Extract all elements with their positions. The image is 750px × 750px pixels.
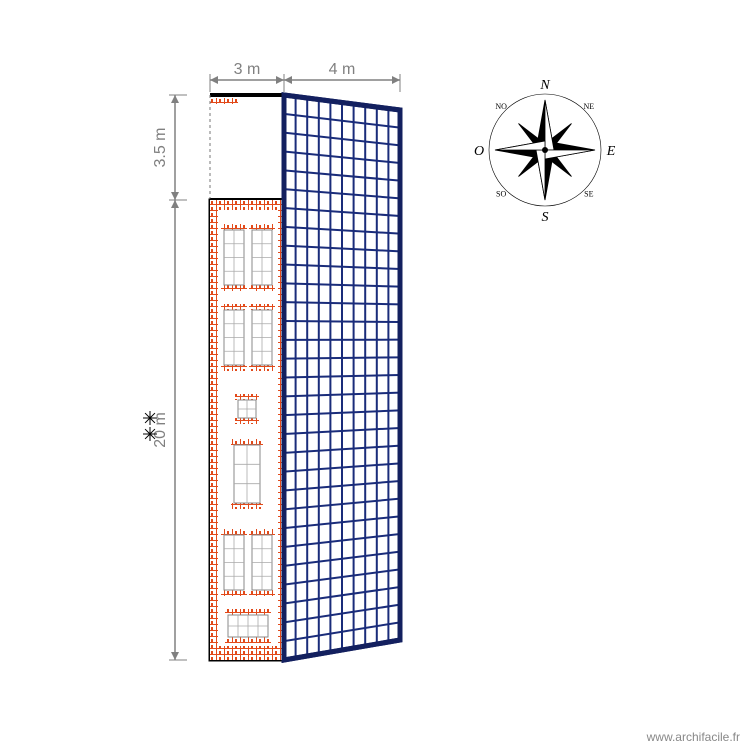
- watermark-link[interactable]: www.archifacile.fr: [647, 730, 740, 744]
- svg-text:3.5 m: 3.5 m: [152, 127, 169, 167]
- window: [221, 304, 247, 371]
- svg-text:NE: NE: [584, 102, 595, 111]
- window: [249, 529, 275, 596]
- dimension: 20 m: [152, 200, 187, 660]
- window: [249, 304, 275, 371]
- svg-text:SE: SE: [584, 190, 593, 199]
- light-icon: [143, 411, 157, 425]
- dimension: 3 m: [210, 61, 284, 92]
- annex-room: [210, 95, 284, 200]
- svg-text:S: S: [542, 210, 549, 225]
- window: [225, 609, 271, 643]
- window: [221, 529, 247, 596]
- window: [231, 439, 263, 509]
- svg-text:O: O: [474, 144, 484, 159]
- svg-text:3 m: 3 m: [234, 61, 261, 78]
- compass-rose: NESONESESONO: [474, 78, 616, 225]
- window: [235, 394, 259, 424]
- building-facade: [210, 200, 284, 660]
- light-icon: [143, 427, 157, 441]
- svg-text:4 m: 4 m: [329, 61, 356, 78]
- dimension: 4 m: [284, 61, 400, 92]
- svg-text:SO: SO: [496, 190, 506, 199]
- dimension: 3.5 m: [152, 95, 187, 200]
- svg-text:NO: NO: [495, 102, 507, 111]
- window: [249, 224, 275, 291]
- svg-text:E: E: [606, 144, 616, 159]
- window: [221, 224, 247, 291]
- solar-panel-array: [284, 95, 400, 660]
- svg-text:N: N: [539, 78, 550, 93]
